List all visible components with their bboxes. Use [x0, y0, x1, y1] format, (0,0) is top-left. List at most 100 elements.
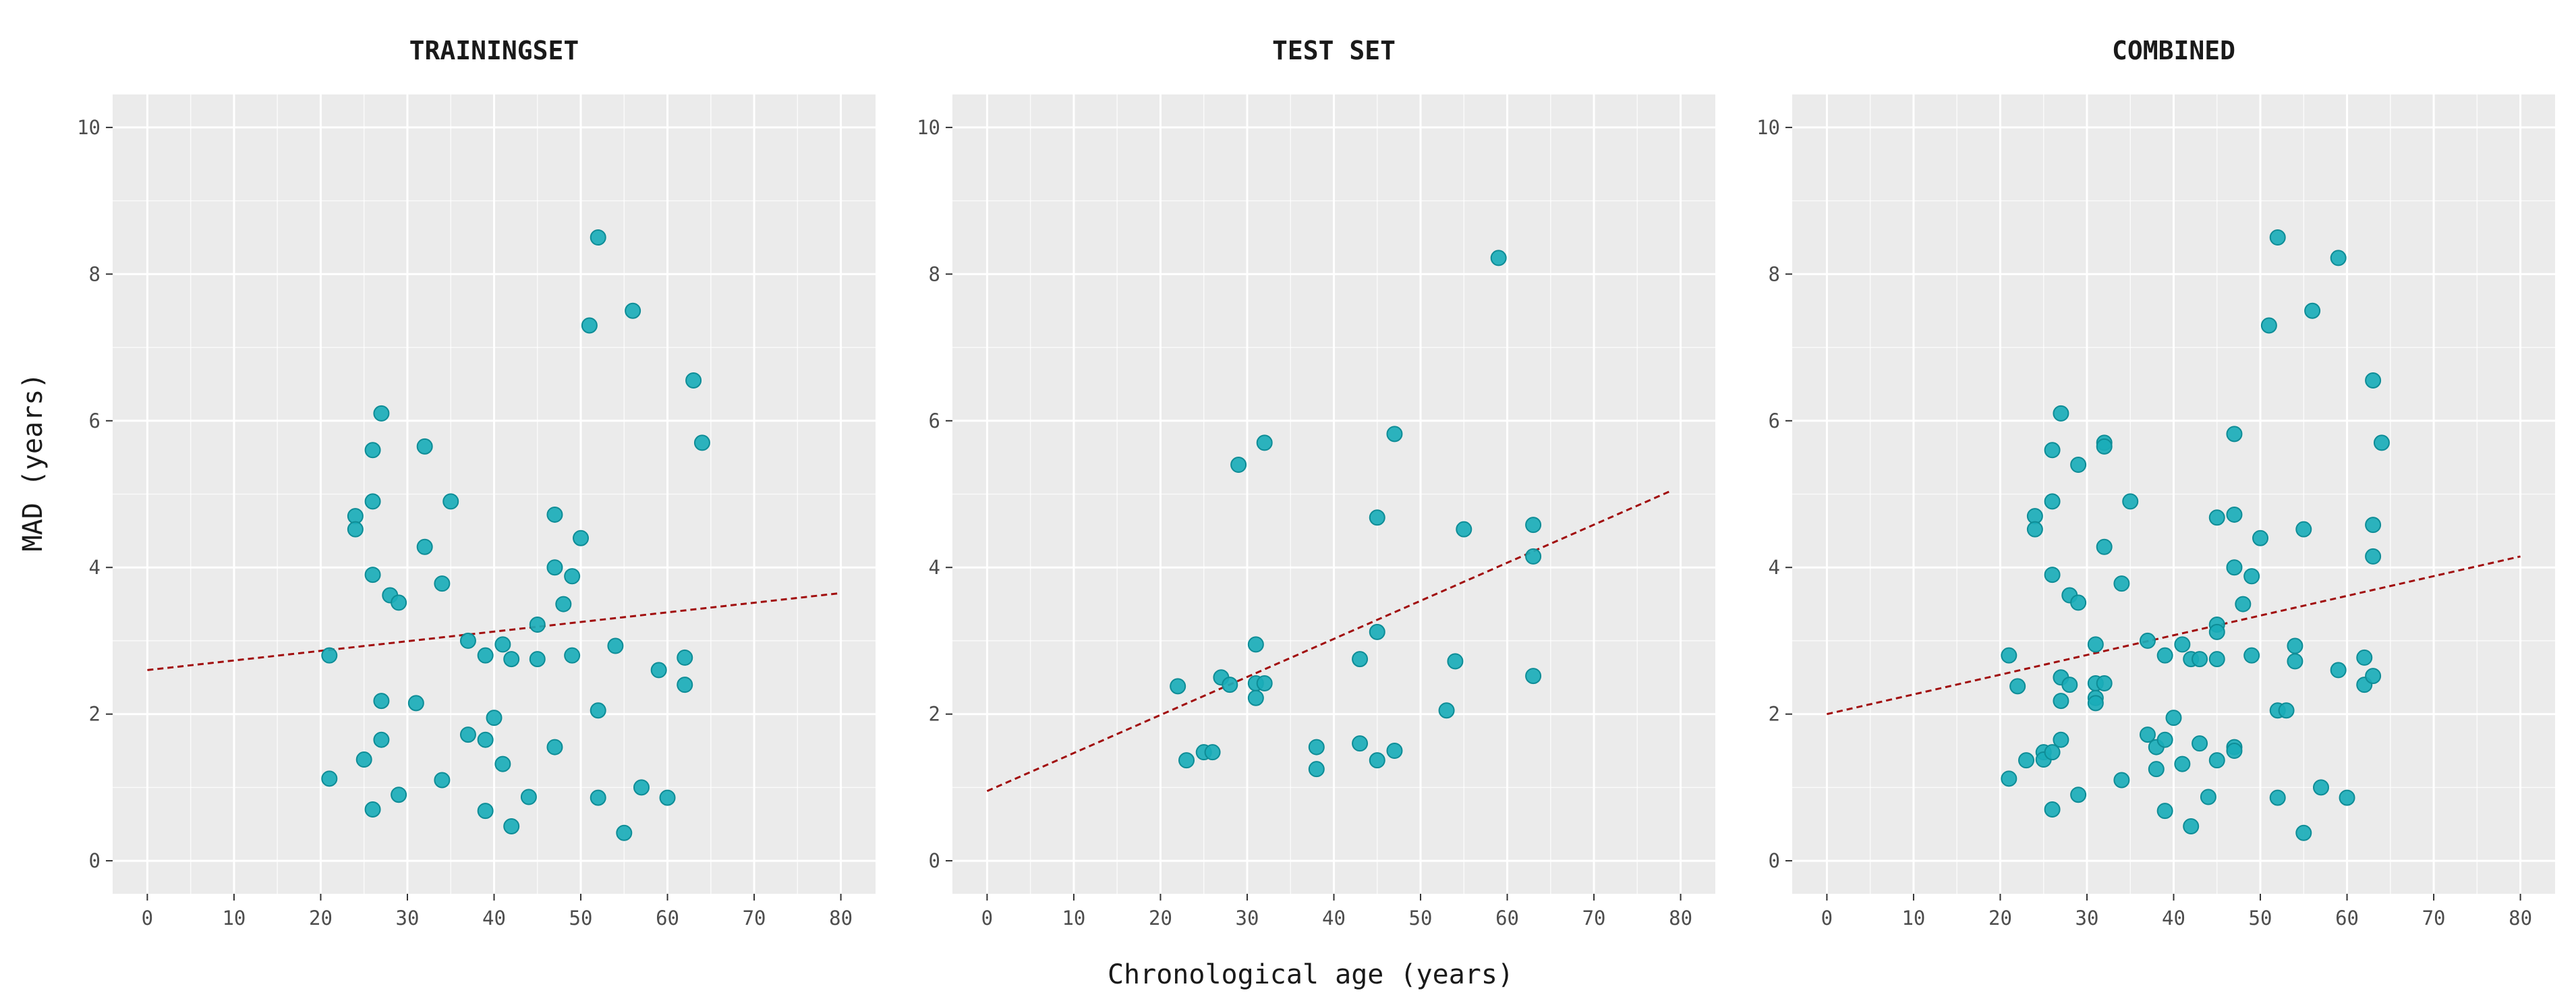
y-tick-label: 4 [1769, 556, 1780, 579]
data-point [2122, 493, 2139, 510]
data-point [1386, 426, 1403, 443]
data-point [2287, 653, 2303, 670]
trend-line [986, 489, 1673, 793]
data-point [503, 818, 520, 834]
data-point [677, 649, 693, 666]
data-point [2113, 575, 2130, 592]
data-point [503, 651, 520, 668]
panel-1: 0 10 20 30 40 50 60 70 80 0 2 4 6 8 10 TRAININGSET [77, 36, 876, 930]
data-point [434, 575, 451, 592]
data-point [2365, 668, 2382, 685]
x-tick-label: 80 [2509, 907, 2532, 930]
data-point [1256, 434, 1273, 451]
x-tick-label: 60 [2335, 907, 2359, 930]
data-point [2226, 506, 2243, 523]
x-tick-label: 40 [2162, 907, 2185, 930]
data-point [2269, 789, 2286, 806]
data-point [607, 637, 624, 654]
data-point [2192, 651, 2208, 668]
data-point [520, 789, 537, 805]
x-tick-label: 20 [309, 907, 333, 930]
x-tick-label: 50 [2249, 907, 2272, 930]
data-point [2208, 651, 2225, 668]
data-point [2312, 779, 2329, 796]
data-point [555, 596, 572, 612]
data-point [529, 651, 546, 668]
data-point [693, 434, 710, 451]
data-point [321, 770, 338, 787]
data-point [364, 567, 381, 583]
data-point [477, 803, 494, 820]
data-point [1525, 668, 1542, 685]
y-tick-label: 0 [1769, 849, 1780, 872]
data-point [2243, 568, 2260, 585]
data-point [2226, 426, 2243, 443]
data-point [2148, 761, 2165, 778]
data-point [2208, 509, 2225, 526]
data-point [1352, 651, 1369, 668]
x-tick-label: 50 [569, 907, 593, 930]
data-point [1525, 548, 1542, 565]
panel-title: TEST SET [1272, 36, 1396, 65]
data-point [650, 662, 667, 679]
data-point [2113, 772, 2130, 789]
x-tick-label: 0 [1821, 907, 1833, 930]
data-point [677, 677, 693, 693]
data-point [2356, 649, 2373, 666]
data-point [2243, 647, 2260, 664]
y-tick-label: 0 [929, 849, 940, 872]
y-tick-label: 2 [929, 703, 940, 726]
data-point [564, 647, 581, 664]
data-point [373, 405, 390, 422]
x-tick-label: 30 [396, 907, 420, 930]
data-point [2174, 755, 2191, 772]
data-point [477, 731, 494, 748]
data-point [434, 772, 451, 789]
data-point [1170, 678, 1186, 695]
data-point [529, 617, 546, 633]
data-point [2365, 548, 2382, 565]
data-point [1256, 675, 1273, 691]
data-point [2070, 594, 2087, 611]
panel-title: TRAININGSET [409, 36, 579, 65]
data-point [2174, 636, 2191, 653]
y-tick-label: 8 [89, 262, 101, 285]
data-point [2139, 632, 2156, 649]
data-point [416, 538, 433, 555]
y-tick-label: 4 [929, 556, 940, 579]
x-tick-label: 30 [2076, 907, 2099, 930]
data-point [416, 438, 433, 455]
data-point [364, 493, 381, 510]
data-point [2070, 787, 2087, 803]
data-point [1369, 752, 1385, 769]
data-point [2287, 637, 2303, 654]
data-point [2044, 744, 2061, 761]
panel-2: 0 10 20 30 40 50 60 70 80 0 2 4 6 8 10 TEST SET [917, 36, 1715, 930]
x-tick-label: 80 [829, 907, 853, 930]
data-point [2044, 567, 2061, 583]
data-point [2001, 770, 2017, 787]
data-point [590, 789, 606, 806]
data-point [2192, 735, 2208, 752]
y-tick-label: 6 [929, 409, 940, 432]
data-point [2156, 803, 2173, 820]
data-point [364, 442, 381, 459]
data-point [2235, 596, 2252, 612]
x-tick-label: 80 [1669, 907, 1692, 930]
data-point [2252, 530, 2269, 546]
data-point [1490, 250, 1507, 266]
data-point [407, 695, 424, 712]
data-point [2044, 442, 2061, 459]
data-point [2044, 801, 2061, 818]
data-point [2053, 731, 2069, 748]
data-point [2044, 493, 2061, 510]
data-point [1308, 761, 1325, 778]
data-point [2156, 731, 2173, 748]
panel-title: COMBINED [2112, 36, 2235, 65]
data-point [355, 751, 372, 768]
data-point [2001, 647, 2017, 664]
y-tick-label: 0 [89, 849, 101, 872]
data-point [321, 647, 338, 664]
x-tick-label: 20 [1149, 907, 1172, 930]
data-point [364, 801, 381, 818]
